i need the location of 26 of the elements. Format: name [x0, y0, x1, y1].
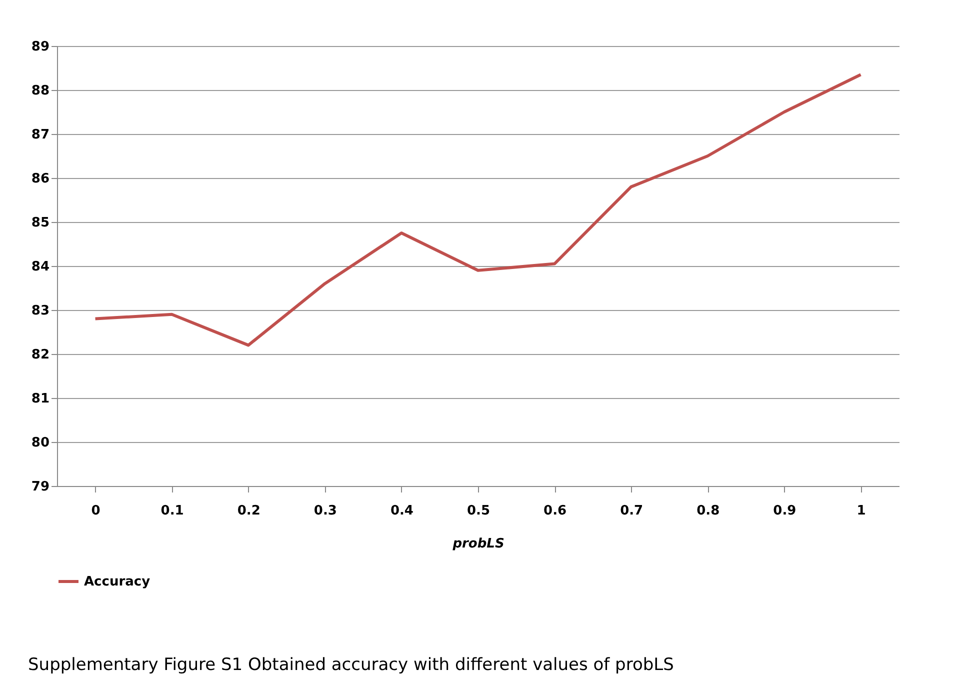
y-tick-label: 79	[31, 480, 50, 494]
x-tick-label: 0.1	[160, 504, 184, 518]
x-tick-label: 0.7	[620, 504, 644, 518]
y-tick-label: 85	[31, 216, 50, 230]
x-tick-label: 0.5	[466, 504, 490, 518]
x-tick-label: 0.8	[696, 504, 720, 518]
y-tick-label: 89	[31, 40, 50, 54]
y-tick-label: 82	[31, 348, 50, 362]
x-tick-label: 0.2	[237, 504, 260, 518]
x-tick-label: 0.6	[544, 504, 567, 518]
x-tick-label: 0.4	[390, 504, 414, 518]
line-series	[94, 73, 862, 347]
x-axis-title: probLS	[452, 536, 504, 552]
y-tick-label: 81	[31, 392, 50, 406]
y-tick-label: 86	[31, 172, 50, 186]
legend-label: Accuracy	[84, 574, 151, 590]
x-tick-label: 0	[91, 504, 100, 518]
text: Supplementary Figure S1 Obtained accuracy with different values of probLS	[28, 655, 674, 675]
y-tick-label: 83	[31, 304, 50, 318]
y-tick-label: 88	[31, 84, 50, 98]
y-tick-label: 87	[31, 128, 50, 142]
y-tick-label: 80	[31, 436, 50, 450]
y-tick-label: 84	[31, 260, 50, 274]
x-tick-label: 0.9	[773, 504, 796, 518]
x-tick-label: 1	[856, 504, 866, 518]
x-tick-label: 0.3	[314, 504, 337, 518]
